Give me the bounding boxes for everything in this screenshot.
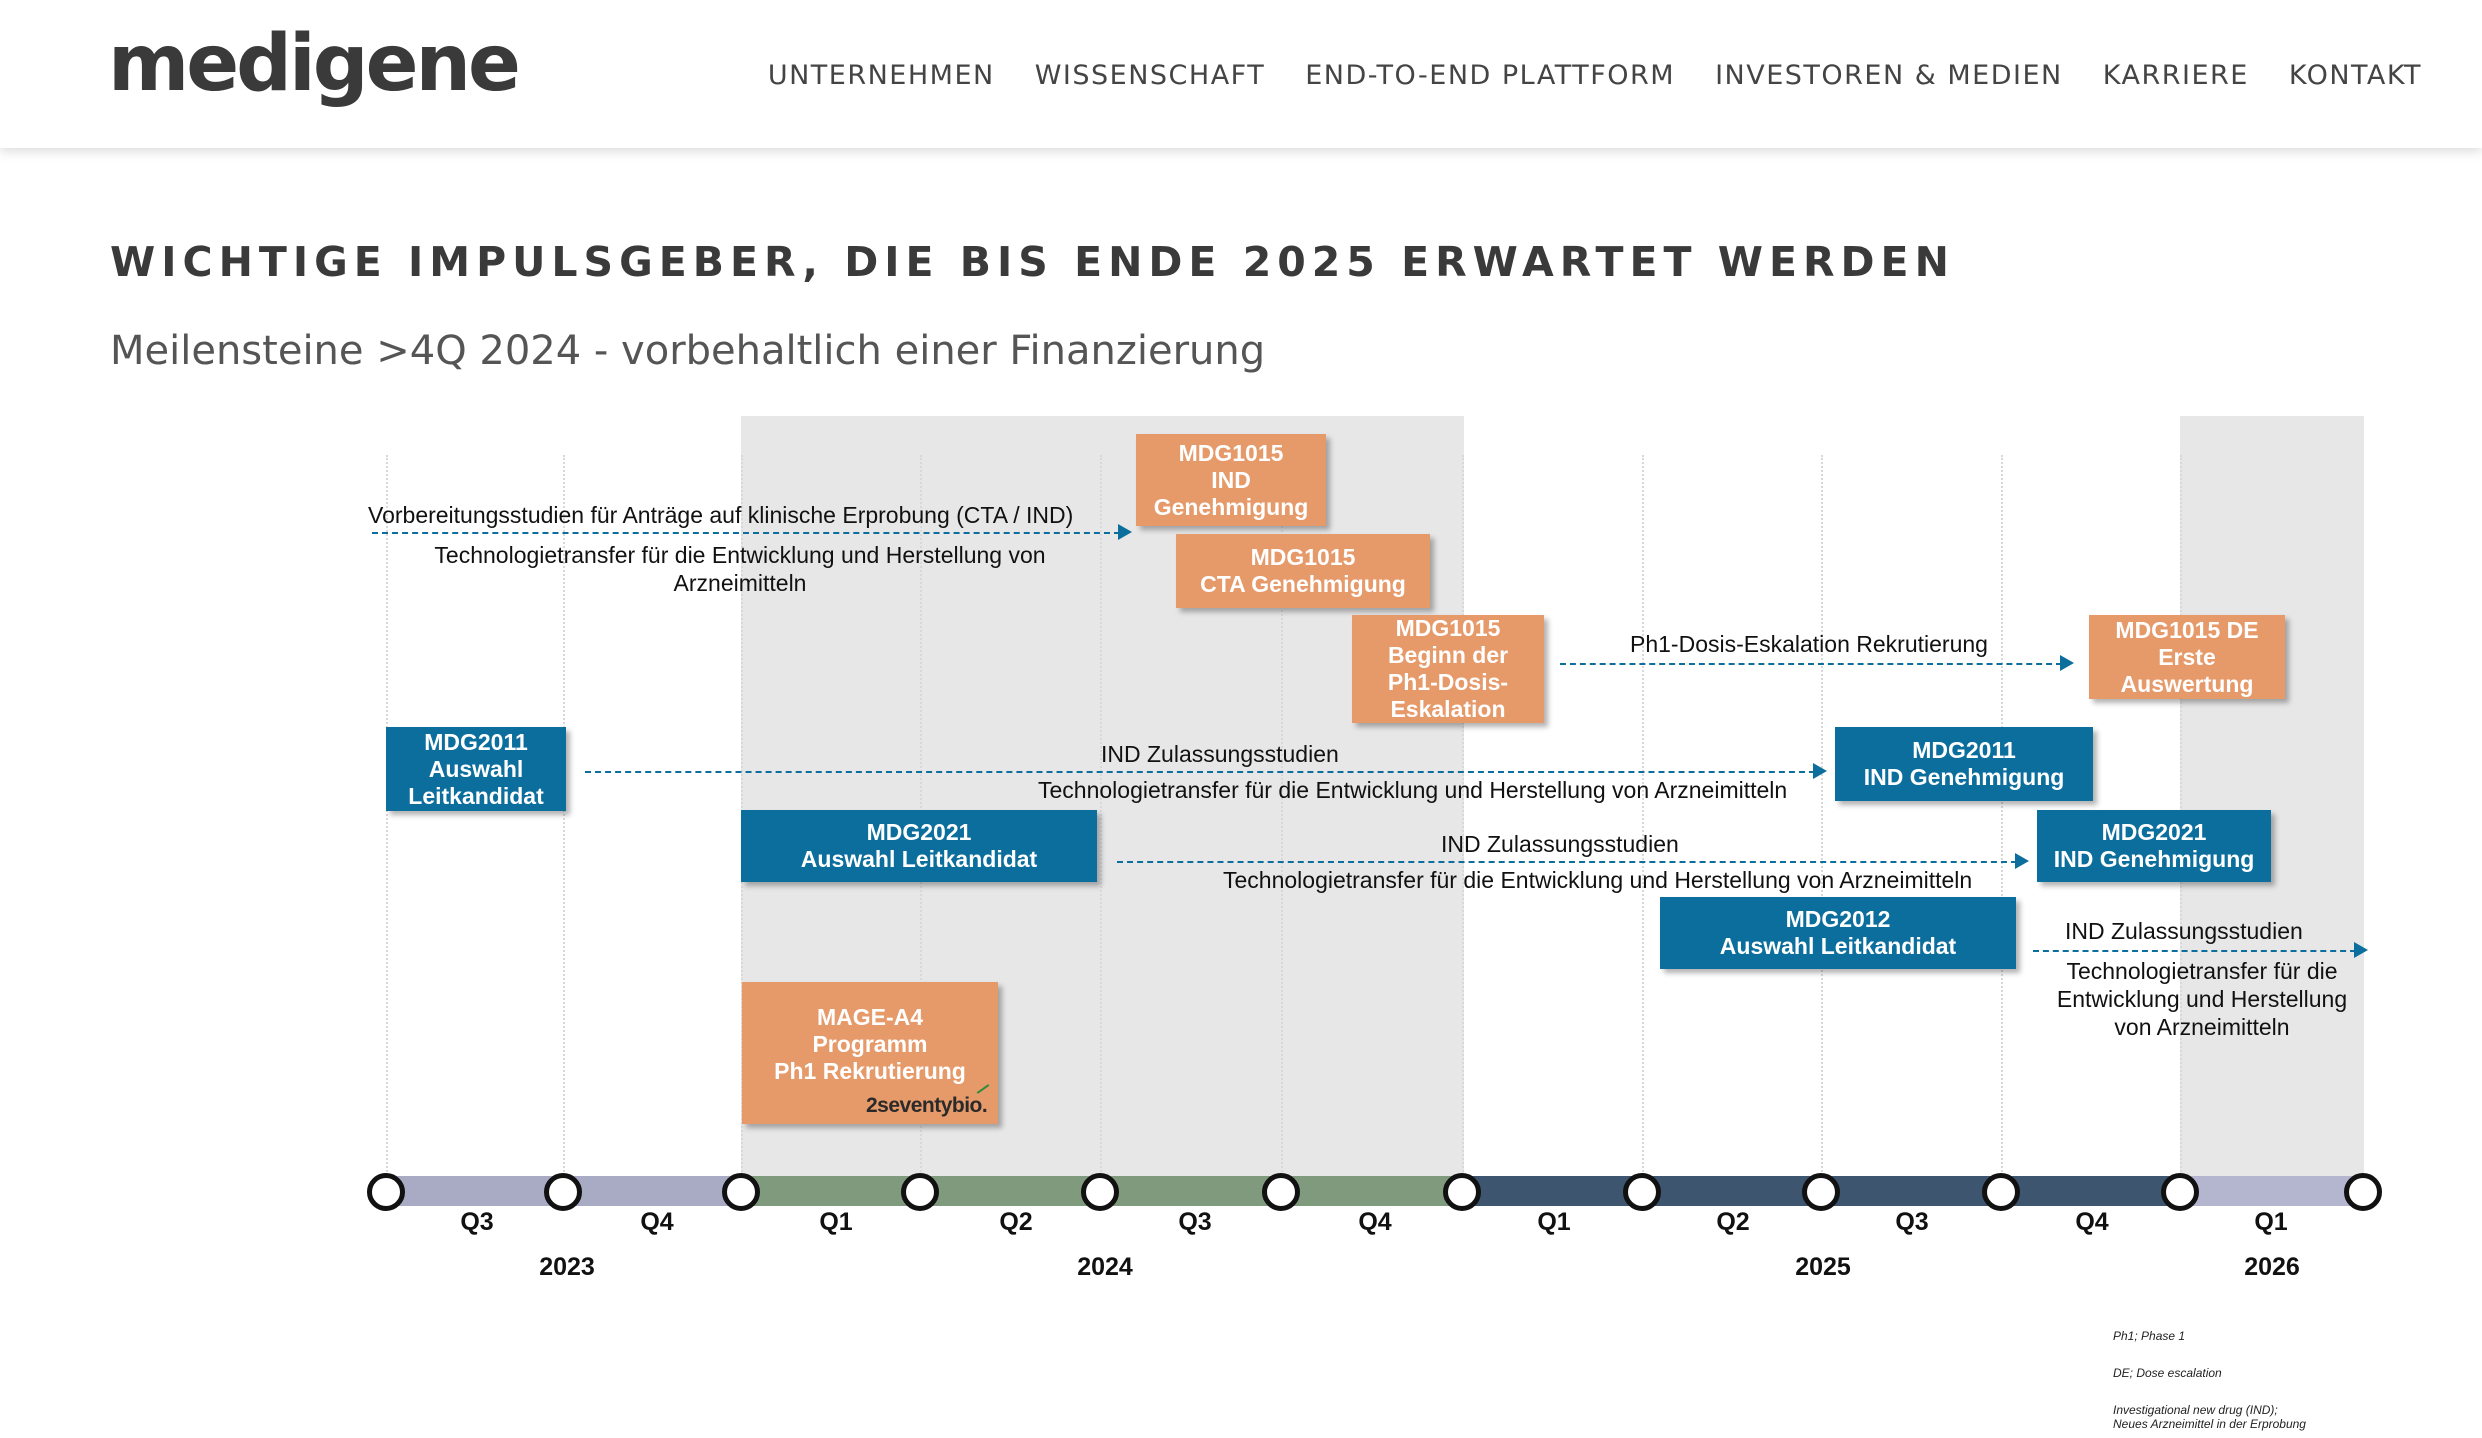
gridline xyxy=(1281,455,1283,1195)
gridline xyxy=(386,455,388,1195)
milestone-mdg2011-auswahl: MDG2011 Auswahl Leitkandidat xyxy=(386,727,566,811)
milestone-mdg1015-de: MDG1015 DE Erste Auswertung xyxy=(2089,615,2285,699)
quarter-label: Q4 xyxy=(2075,1208,2109,1236)
arrow-vorbereitung xyxy=(372,524,1132,540)
timeline-node xyxy=(1802,1173,1840,1211)
timeline-node xyxy=(1982,1173,2020,1211)
page-subtitle: Meilensteine >4Q 2024 - vorbehaltlich ei… xyxy=(110,328,1266,374)
quarter-label: Q1 xyxy=(819,1208,853,1236)
gridline xyxy=(1100,455,1102,1195)
timeline-segment-2026 xyxy=(2180,1176,2363,1206)
year-label: 2024 xyxy=(1077,1253,1133,1281)
gridline xyxy=(2001,455,2003,1195)
footnote-de: DE; Dose escalation xyxy=(2113,1366,2222,1380)
year-label: 2023 xyxy=(539,1253,595,1281)
footnote-ind: Investigational new drug (IND); Neues Ar… xyxy=(2113,1403,2306,1431)
label-ind-zulassungsstudien-3: IND Zulassungsstudien xyxy=(2065,918,2303,944)
gridline xyxy=(563,455,565,1195)
quarter-label: Q2 xyxy=(999,1208,1033,1236)
timeline-node xyxy=(1623,1173,1661,1211)
timeline-node xyxy=(544,1173,582,1211)
timeline-node xyxy=(1443,1173,1481,1211)
gridline xyxy=(1821,455,1823,1195)
milestone-mage-a4-label: MAGE-A4 Programm Ph1 Rekrutierung xyxy=(774,1004,966,1084)
nav-wissenschaft[interactable]: WISSENSCHAFT xyxy=(1034,60,1266,91)
milestone-mdg1015-beginn: MDG1015 Beginn der Ph1-Dosis- Eskalation xyxy=(1352,615,1544,723)
milestone-mdg1015-ind: MDG1015 IND Genehmigung xyxy=(1136,434,1326,526)
timeline-node xyxy=(901,1173,939,1211)
nav-karriere[interactable]: KARRIERE xyxy=(2102,60,2249,91)
medigene-logo[interactable]: medigene xyxy=(108,19,521,109)
quarter-label: Q3 xyxy=(1895,1208,1929,1236)
nav-kontakt[interactable]: KONTAKT xyxy=(2288,60,2422,91)
label-vorbereitungsstudien: Vorbereitungsstudien für Anträge auf kli… xyxy=(368,502,1074,528)
milestone-mdg2021-auswahl: MDG2021 Auswahl Leitkandidat xyxy=(741,810,1097,882)
arrow-ph1 xyxy=(1560,655,2074,671)
year-label: 2025 xyxy=(1795,1253,1851,1281)
quarter-label: Q1 xyxy=(1537,1208,1571,1236)
timeline-node xyxy=(722,1173,760,1211)
quarter-label: Q4 xyxy=(1358,1208,1392,1236)
milestone-mdg2011-ind: MDG2011 IND Genehmigung xyxy=(1835,727,2093,801)
quarter-label: Q3 xyxy=(1178,1208,1212,1236)
timeline-node xyxy=(1262,1173,1300,1211)
arrow-mdg2011 xyxy=(585,763,1827,779)
label-ind-zulassungsstudien-2: IND Zulassungsstudien xyxy=(1441,831,1679,857)
milestone-mage-a4: MAGE-A4 Programm Ph1 Rekrutierung xyxy=(742,982,998,1124)
label-technologietransfer-4: Technologietransfer für die Entwicklung … xyxy=(2056,958,2348,1040)
timeline-node xyxy=(2161,1173,2199,1211)
nav-unternehmen[interactable]: UNTERNEHMEN xyxy=(767,60,995,91)
arrow-mdg2021 xyxy=(1117,853,2029,869)
nav-end-to-end-plattform[interactable]: END-TO-END PLATTFORM xyxy=(1305,60,1676,91)
label-technologietransfer-1: Technologietransfer für die Entwicklung … xyxy=(434,542,1046,596)
quarter-label: Q1 xyxy=(2254,1208,2288,1236)
footnote-ph1: Ph1; Phase 1 xyxy=(2113,1329,2186,1343)
milestone-mdg2021-ind: MDG2021 IND Genehmigung xyxy=(2037,810,2271,882)
milestone-mdg2012-auswahl: MDG2012 Auswahl Leitkandidat xyxy=(1660,897,2016,969)
timeline-node xyxy=(367,1173,405,1211)
label-technologietransfer-3: Technologietransfer für die Entwicklung … xyxy=(1223,867,1973,893)
page-title: WICHTIGE IMPULSGEBER, DIE BIS ENDE 2025 … xyxy=(110,238,1955,286)
quarter-label: Q4 xyxy=(640,1208,674,1236)
main-nav: UNTERNEHMEN WISSENSCHAFT END-TO-END PLAT… xyxy=(768,60,2422,91)
gridline xyxy=(1462,455,1464,1195)
arrow-mdg2012 xyxy=(2033,942,2368,958)
label-ph1-rekrutierung: Ph1-Dosis-Eskalation Rekrutierung xyxy=(1630,631,1988,657)
year-label: 2026 xyxy=(2244,1253,2300,1281)
quarter-label: Q3 xyxy=(460,1208,494,1236)
quarter-label: Q2 xyxy=(1716,1208,1750,1236)
milestone-mdg1015-cta: MDG1015 CTA Genehmigung xyxy=(1176,534,1430,608)
nav-investoren-medien[interactable]: INVESTOREN & MEDIEN xyxy=(1715,60,2063,91)
site-header: medigene UNTERNEHMEN WISSENSCHAFT END-TO… xyxy=(0,0,2482,148)
label-ind-zulassungsstudien-1: IND Zulassungsstudien xyxy=(1101,741,1339,767)
partner-logo-2seventybio: 2seventybio. xyxy=(866,1094,988,1117)
timeline-node xyxy=(1081,1173,1119,1211)
label-technologietransfer-2: Technologietransfer für die Entwicklung … xyxy=(1038,777,1788,803)
gridline xyxy=(1642,455,1644,1195)
timeline-node xyxy=(2344,1173,2382,1211)
